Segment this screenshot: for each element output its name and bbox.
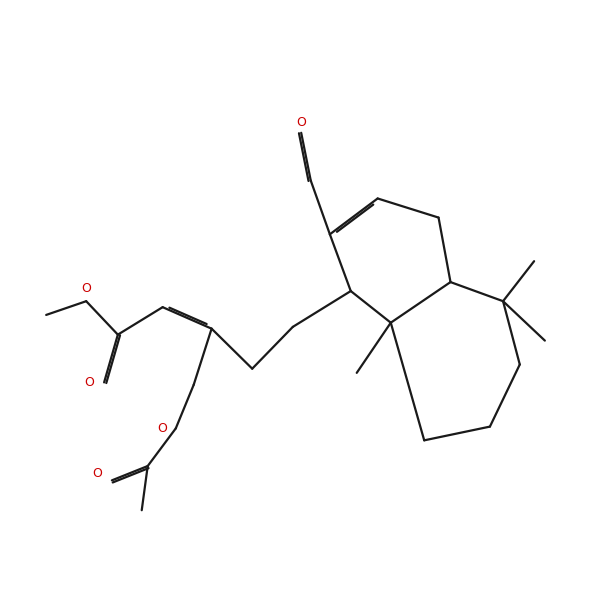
Text: O: O: [158, 422, 167, 435]
Text: O: O: [92, 467, 102, 479]
Text: O: O: [296, 116, 306, 128]
Text: O: O: [81, 281, 91, 295]
Text: O: O: [84, 376, 94, 389]
